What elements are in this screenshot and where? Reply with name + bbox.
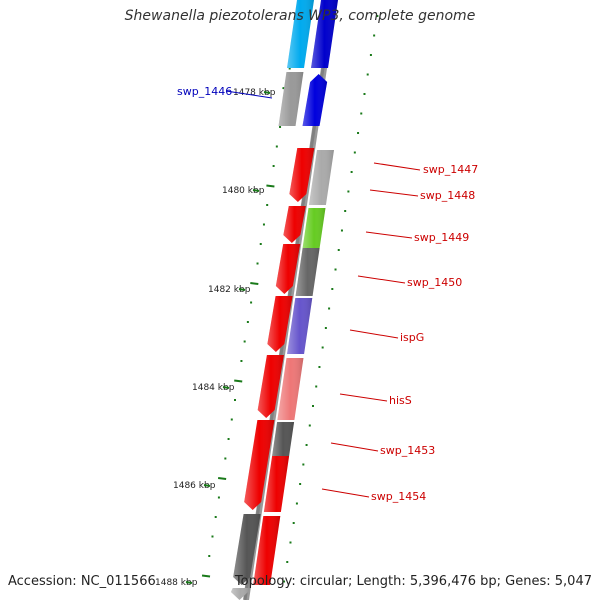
genes — [230, 0, 338, 600]
kbp-major-tick — [263, 91, 271, 94]
gene-leader-line — [365, 231, 413, 239]
gene-leader-line — [330, 442, 379, 452]
gene-leader-line — [373, 162, 421, 171]
kbp-tick-label: 1488 kbp — [155, 578, 198, 588]
kbp-tick-label: 1482 kbp — [208, 285, 251, 295]
gene-block-shading — [308, 150, 334, 205]
gene-block-shading — [278, 72, 304, 126]
gene-leader-line — [225, 90, 273, 99]
gene-block-shading — [267, 296, 293, 352]
gene-label[interactable]: swp_1446 — [177, 85, 232, 98]
gene-label[interactable]: ispG — [400, 331, 424, 344]
gene-block-shading — [253, 516, 281, 585]
gene-label[interactable]: swp_1454 — [371, 490, 426, 503]
kbp-major-tick — [222, 386, 230, 389]
gene-leader-line — [369, 189, 419, 197]
gene-block-shading — [311, 0, 338, 68]
gene-block-shading — [244, 420, 275, 510]
gene-block-shading — [233, 514, 261, 585]
kbp-major-tick — [203, 484, 211, 487]
gene-block-shading — [277, 358, 304, 420]
gene-label[interactable]: swp_1448 — [420, 189, 475, 202]
kbp-tick-label: 1478 kbp — [233, 88, 276, 98]
kbp-major-tick — [252, 189, 260, 192]
gene-labels: swp_1446 swp_1447 swp_1448 swp_1449 swp_1450… — [177, 85, 478, 503]
gene-block-shading — [272, 422, 295, 456]
gene-block-shading — [289, 148, 315, 202]
scale-tick — [250, 282, 259, 285]
map-title: Shewanella piezotolerans WP3, complete g… — [124, 8, 476, 24]
genome-summary: Topology: circular; Length: 5,396,476 bp… — [234, 574, 592, 589]
scale-ticks: 1478 kbp 1480 kbp 1482 kbp 1484 kbp 1486 kbp… — [155, 9, 379, 588]
gene-label[interactable]: swp_1450 — [407, 276, 462, 289]
gene-block-shading — [295, 248, 320, 296]
gene-leader-line — [321, 488, 370, 498]
kbp-major-tick — [238, 288, 246, 291]
gene-block-shading — [287, 298, 313, 354]
scale-tick — [266, 184, 275, 188]
accession-text: Accession: NC_011566 — [8, 574, 156, 589]
gene-block-shading — [302, 208, 326, 248]
gene-block-shading — [230, 588, 250, 600]
gene-leader-line — [357, 275, 406, 284]
gene-label[interactable]: swp_1447 — [423, 163, 478, 176]
gene-label[interactable]: swp_1453 — [380, 444, 435, 457]
scale-tick — [218, 477, 227, 480]
gene-block-shading — [283, 206, 306, 243]
gene-block-shading — [287, 0, 314, 68]
kbp-tick-label: 1484 kbp — [192, 383, 235, 393]
kbp-tick-label: 1486 kbp — [173, 481, 216, 491]
gene-block-shading — [263, 456, 290, 512]
gene-block-shading — [275, 244, 301, 294]
kbp-tick-label: 1480 kbp — [222, 186, 265, 196]
scale-tick — [201, 574, 211, 578]
gene-block-shading — [257, 355, 284, 418]
gene-leader-line — [339, 393, 388, 402]
gene-leader-line — [349, 329, 399, 339]
gene-label[interactable]: swp_1449 — [414, 231, 469, 244]
kbp-major-tick — [185, 581, 193, 584]
scale-tick — [234, 379, 243, 383]
gene-label[interactable]: hisS — [389, 394, 412, 407]
gene-block-shading — [302, 74, 328, 126]
